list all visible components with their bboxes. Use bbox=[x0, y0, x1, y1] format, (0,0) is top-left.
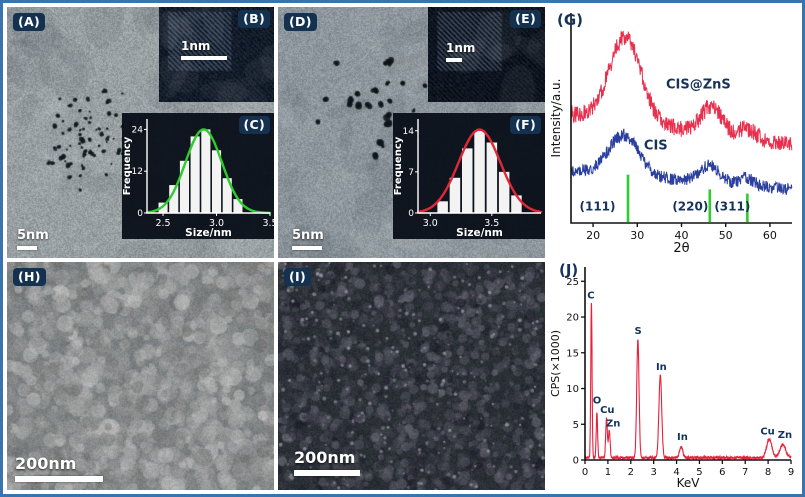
eds-spectrum-chart: COCuZnSInInCu Zn05101520250 1 2 3 4 5 6 7 8 9KeVCP… bbox=[549, 259, 798, 490]
svg-text:6: 6 bbox=[719, 467, 725, 478]
panel-j-eds: C O Cu Zn S In In Cu Zn 0 5 10 15 20 25 0 1 2 3 4 5 6 7 8 9 KeV CP… bbox=[549, 259, 798, 490]
svg-text:Zn: Zn bbox=[606, 418, 620, 429]
scalebar-200nm-i: 200nm bbox=[294, 448, 360, 476]
svg-text:2: 2 bbox=[628, 467, 634, 478]
svg-text:10: 10 bbox=[566, 384, 579, 395]
svg-text:0: 0 bbox=[573, 456, 579, 467]
svg-text:Size/nm: Size/nm bbox=[456, 227, 503, 239]
scalebar-5nm-d: 5nm bbox=[292, 228, 324, 250]
panel-label-b: (B) bbox=[238, 10, 270, 28]
panel-label-c: (C) bbox=[239, 116, 271, 134]
svg-text:Intensity/a.u.: Intensity/a.u. bbox=[549, 79, 563, 158]
scalebar-bar bbox=[446, 58, 462, 62]
scalebar-200nm-h: 200nm bbox=[15, 454, 103, 482]
svg-text:8: 8 bbox=[765, 467, 771, 478]
svg-text:Size/nm: Size/nm bbox=[185, 227, 232, 239]
svg-text:Cu: Cu bbox=[600, 405, 614, 416]
svg-text:Zn: Zn bbox=[778, 430, 792, 441]
svg-text:CIS: CIS bbox=[644, 139, 668, 154]
svg-text:S: S bbox=[634, 326, 641, 337]
svg-text:5: 5 bbox=[573, 420, 579, 431]
svg-text:12: 12 bbox=[132, 167, 143, 177]
panel-label-g: (G) bbox=[557, 11, 583, 29]
svg-text:Cu: Cu bbox=[760, 426, 774, 437]
panel-label-f: (F) bbox=[510, 116, 541, 134]
scalebar-text: 200nm bbox=[294, 448, 360, 467]
svg-text:0: 0 bbox=[408, 209, 414, 219]
scalebar-text: 5nm bbox=[17, 228, 49, 243]
svg-text:(311): (311) bbox=[714, 199, 750, 213]
panel-label-d: (D) bbox=[284, 13, 317, 31]
svg-text:2θ: 2θ bbox=[673, 241, 689, 255]
svg-text:(111): (111) bbox=[580, 199, 616, 213]
svg-text:Frequency: Frequency bbox=[122, 136, 133, 195]
svg-text:CPS(×1000): CPS(×1000) bbox=[549, 330, 562, 397]
scalebar-bar bbox=[292, 246, 322, 250]
svg-text:24: 24 bbox=[132, 125, 144, 135]
svg-text:C: C bbox=[587, 290, 594, 301]
panel-h-sem-cis: (H) 200nm bbox=[7, 262, 274, 490]
svg-text:7: 7 bbox=[742, 467, 748, 478]
panel-i-sem-cis-zns: (I) 200nm bbox=[278, 262, 545, 490]
panel-e-hrtem-inset: (E) 1nm bbox=[428, 7, 545, 102]
svg-text:2.5: 2.5 bbox=[155, 218, 170, 229]
scalebar-bar bbox=[15, 476, 103, 482]
svg-text:20: 20 bbox=[586, 229, 600, 242]
scalebar-bar bbox=[294, 470, 360, 476]
svg-text:50: 50 bbox=[719, 229, 733, 242]
scalebar-text: 5nm bbox=[292, 228, 324, 243]
svg-text:3.0: 3.0 bbox=[423, 218, 438, 229]
panel-label-j: (J) bbox=[559, 261, 578, 279]
svg-text:60: 60 bbox=[763, 229, 777, 242]
panel-a-tem-cis: (A) 5nm (B) 1nm 012242.53.03.5Size/nmFre… bbox=[7, 7, 274, 258]
svg-text:In: In bbox=[656, 362, 667, 373]
panel-c-histogram-inset: 012242.53.03.5Size/nmFrequency (C) bbox=[122, 113, 274, 239]
scalebar-text: 200nm bbox=[15, 454, 103, 473]
svg-text:Frequency: Frequency bbox=[393, 136, 404, 195]
svg-text:In: In bbox=[677, 432, 688, 443]
svg-text:14: 14 bbox=[403, 127, 415, 137]
scalebar-bar bbox=[17, 246, 37, 250]
svg-text:CIS@ZnS: CIS@ZnS bbox=[666, 78, 731, 93]
composite-figure: (A) 5nm (B) 1nm 012242.53.03.5Size/nmFre… bbox=[0, 0, 805, 497]
panel-label-i: (I) bbox=[284, 268, 311, 286]
svg-text:9: 9 bbox=[788, 467, 794, 478]
scalebar-text: 1nm bbox=[446, 41, 475, 55]
svg-text:15: 15 bbox=[566, 348, 579, 359]
panel-b-hrtem-inset: (B) 1nm bbox=[159, 7, 274, 102]
svg-text:(220): (220) bbox=[672, 199, 708, 213]
scalebar-bar bbox=[181, 56, 227, 60]
panel-label-e: (E) bbox=[510, 10, 541, 28]
svg-text:20: 20 bbox=[566, 313, 579, 324]
svg-text:3: 3 bbox=[650, 467, 656, 478]
svg-text:30: 30 bbox=[630, 229, 644, 242]
panel-f-histogram-inset: 0 7 14 3.0 3.5 Size/nm Frequency (F) bbox=[393, 113, 545, 239]
scalebar-1nm-b: 1nm bbox=[181, 39, 227, 60]
svg-text:3.5: 3.5 bbox=[262, 218, 274, 229]
panel-label-a: (A) bbox=[13, 13, 45, 31]
svg-text:0: 0 bbox=[582, 467, 588, 478]
svg-text:KeV: KeV bbox=[677, 476, 701, 490]
scalebar-text: 1nm bbox=[181, 39, 227, 53]
panel-label-h: (H) bbox=[13, 268, 46, 286]
xrd-pattern-chart: CIS@ZnSCIS(111) (220) (311)20 30 40 50 602θInt… bbox=[549, 7, 798, 255]
scalebar-5nm-a: 5nm bbox=[17, 228, 49, 250]
scalebar-1nm-e: 1nm bbox=[446, 41, 475, 62]
svg-text:7: 7 bbox=[408, 168, 414, 178]
panel-g-xrd: CIS@ZnS CIS (111) (220) (311) 20 30 40 50 60 2θ Int… bbox=[549, 7, 798, 255]
panel-d-tem-cis-zns: (D) 5nm (E) 1nm 0 7 14 3.0 3.5 Size/nm Frequen… bbox=[278, 7, 545, 258]
svg-text:0: 0 bbox=[137, 209, 143, 219]
svg-text:1: 1 bbox=[605, 467, 611, 478]
